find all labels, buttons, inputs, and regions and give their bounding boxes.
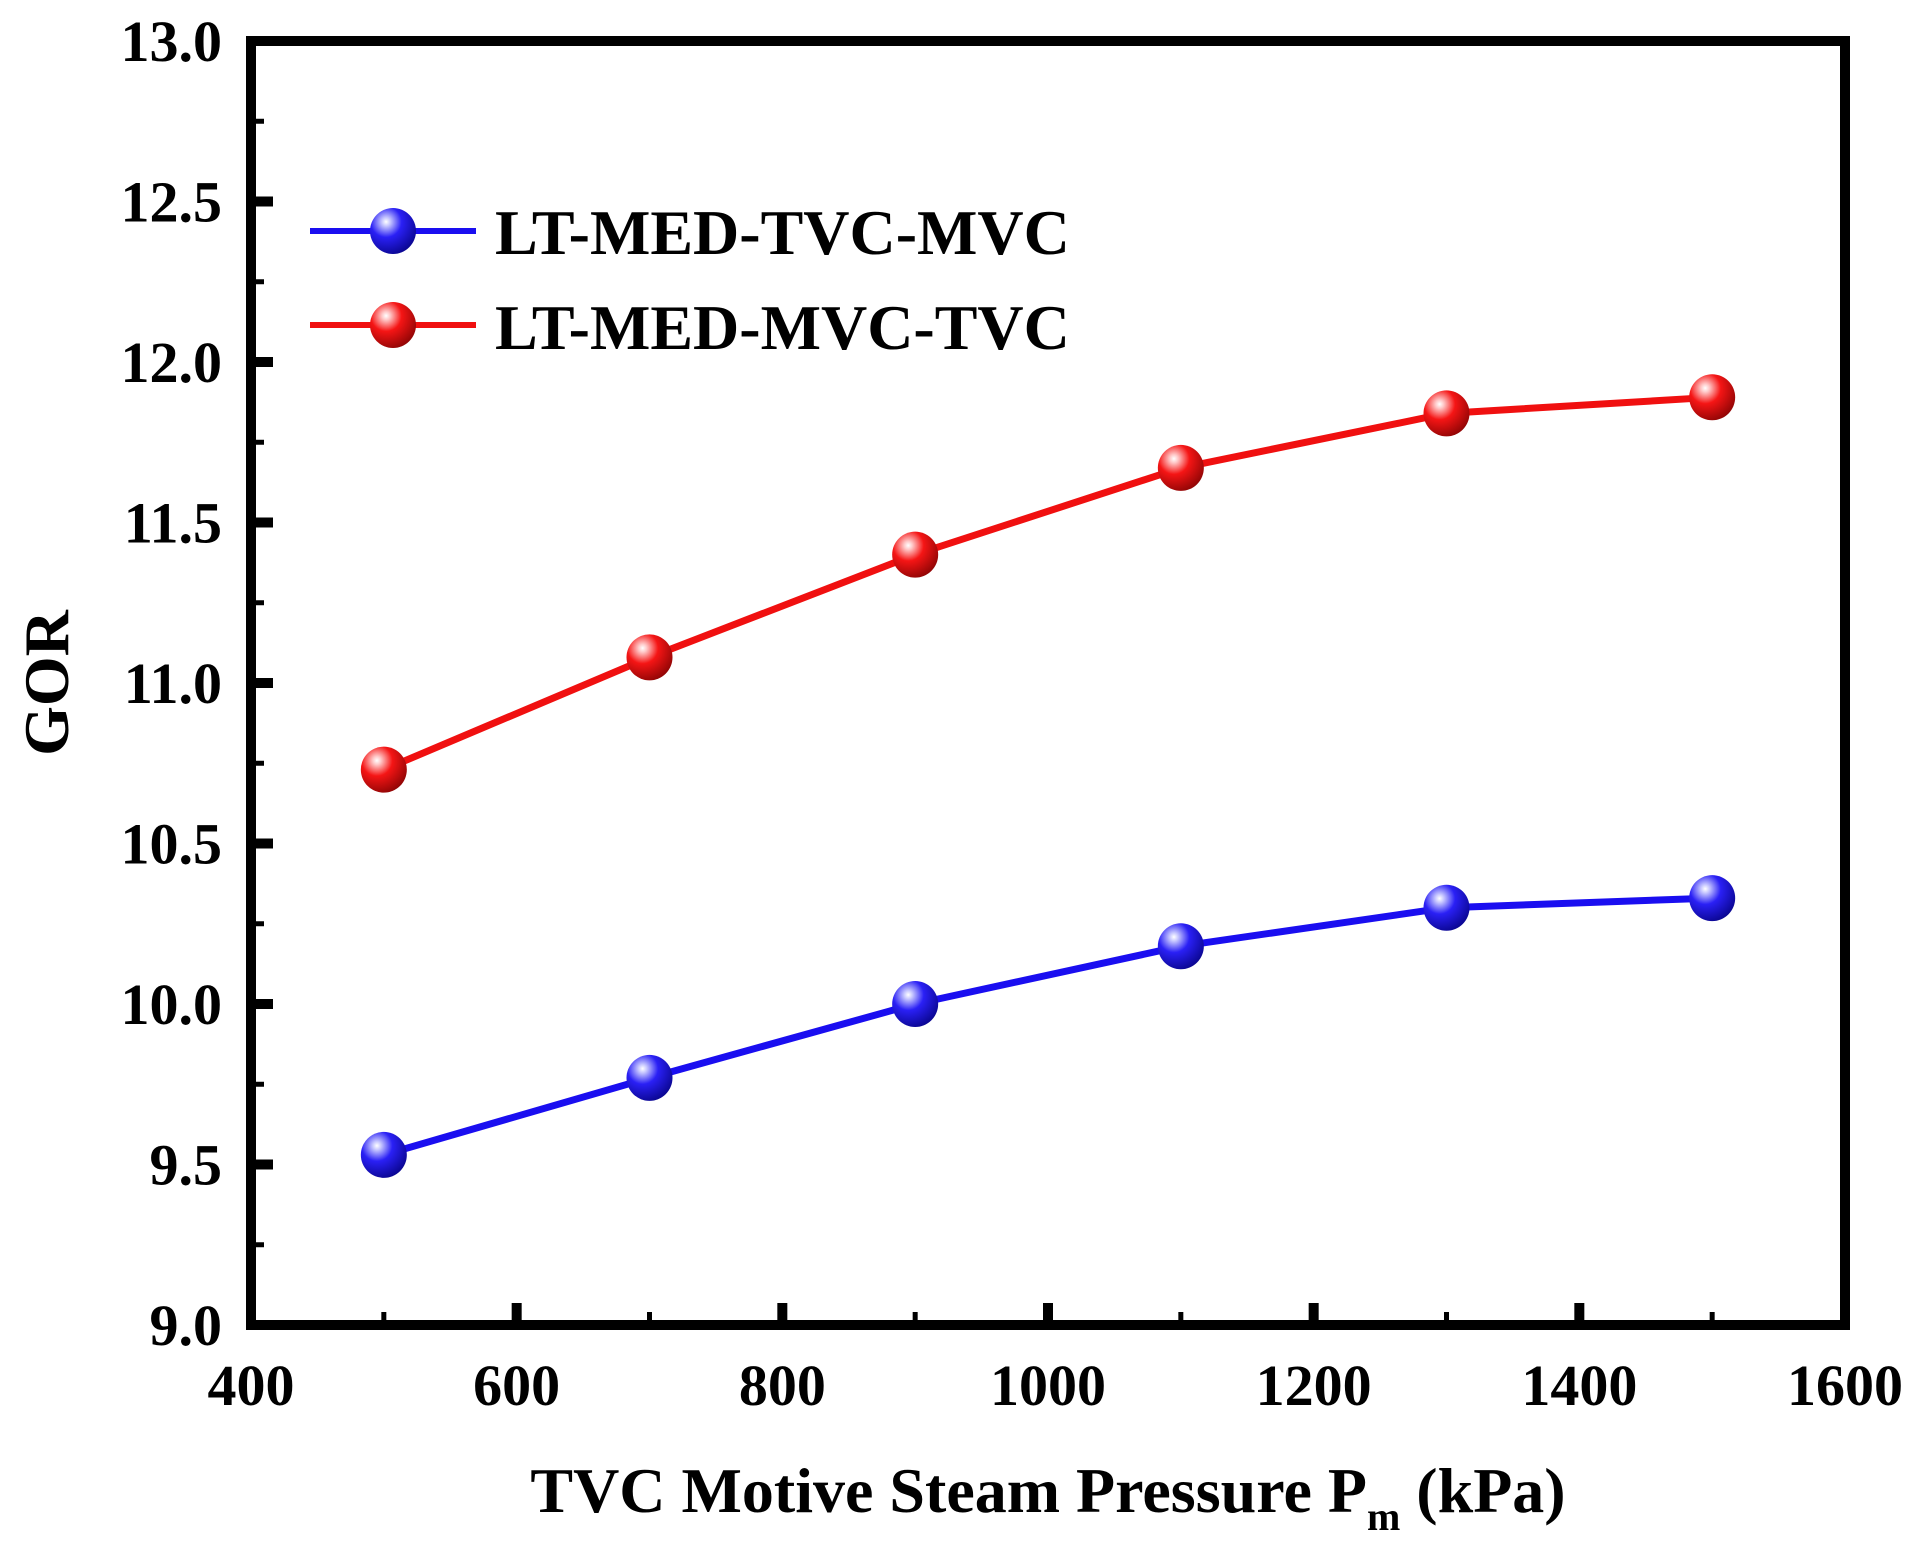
- x-axis-title-subscript: m: [1367, 1494, 1400, 1539]
- legend-label-tvc-mvc: LT-MED-TVC-MVC: [495, 197, 1070, 268]
- data-point: [1423, 390, 1470, 437]
- data-point: [1689, 875, 1736, 922]
- x-tick-label: 1600: [1787, 1353, 1903, 1418]
- data-point: [892, 981, 939, 1027]
- y-tick-label: 11.5: [124, 491, 222, 556]
- y-tick-label: 11.0: [124, 651, 222, 716]
- x-tick-label: 400: [208, 1353, 295, 1418]
- series-line-1: [382, 393, 1713, 773]
- data-point: [360, 746, 407, 793]
- y-tick-label: 10.5: [121, 812, 223, 877]
- y-tick-label: 9.5: [150, 1133, 223, 1198]
- x-tick-label: 1000: [990, 1353, 1106, 1418]
- legend: LT-MED-TVC-MVC LT-MED-MVC-TVC: [310, 197, 1070, 363]
- series-group: [360, 374, 1736, 1178]
- series-line-0: [382, 894, 1713, 1159]
- y-tick-label: 12.5: [121, 170, 223, 235]
- x-tick-label: 600: [473, 1353, 560, 1418]
- data-point: [360, 1131, 407, 1178]
- y-tick-labels: 9.0 9.5 10.0 10.5 11.0 11.5 12.0 12.5 13.0: [121, 9, 223, 1358]
- y-tick-label: 13.0: [121, 9, 223, 74]
- data-point: [1689, 374, 1736, 421]
- x-tick-label: 800: [739, 1353, 826, 1418]
- x-axis-title-unit: (kPa): [1416, 1455, 1565, 1526]
- x-tick-label: 1400: [1521, 1353, 1637, 1418]
- legend-label-mvc-tvc: LT-MED-MVC-TVC: [495, 292, 1070, 363]
- y-axis-title: GOR: [11, 609, 82, 756]
- axis-ticks: [251, 118, 1715, 1325]
- x-axis-title-main: TVC Motive Steam Pressure P: [530, 1455, 1367, 1526]
- x-axis-title: TVC Motive Steam Pressure Pm (kPa): [530, 1455, 1565, 1539]
- x-tick-labels: 400 600 800 1000 1200 1400 1600: [208, 1353, 1904, 1418]
- data-point: [626, 1054, 673, 1101]
- y-tick-label: 12.0: [121, 330, 223, 395]
- y-tick-label: 10.0: [121, 972, 223, 1037]
- data-point: [626, 634, 673, 681]
- legend-marker-mvc-tvc: [370, 302, 416, 348]
- data-point: [1157, 923, 1204, 970]
- y-tick-label: 9.0: [150, 1293, 223, 1358]
- legend-marker-tvc-mvc: [370, 208, 416, 254]
- data-point: [1157, 444, 1204, 491]
- x-tick-label: 1200: [1256, 1353, 1372, 1418]
- data-point: [1423, 884, 1470, 931]
- data-point: [892, 531, 939, 578]
